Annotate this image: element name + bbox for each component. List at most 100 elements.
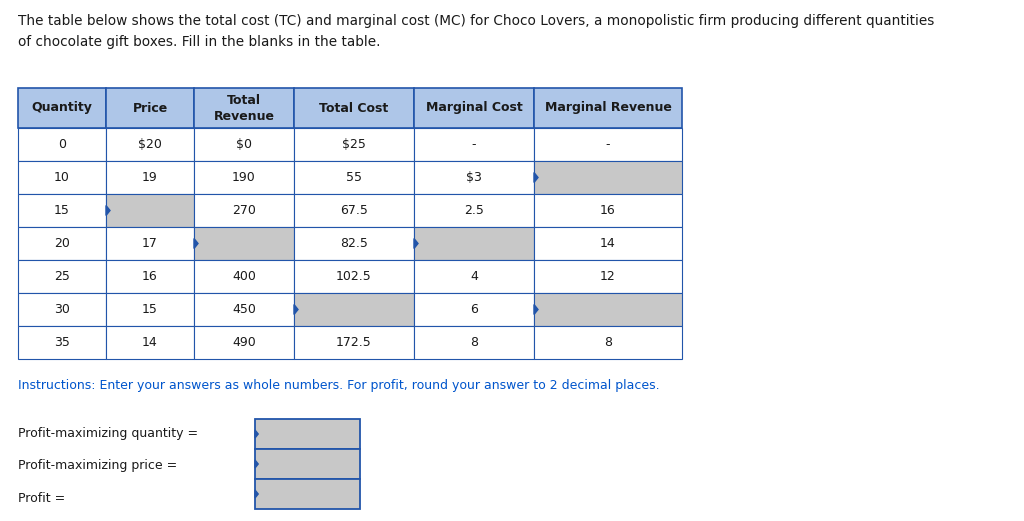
Text: Profit =: Profit = (18, 491, 66, 504)
Bar (414, 293, 534, 326)
Text: 14: 14 (600, 237, 615, 250)
Bar (294, 88, 414, 128)
Text: Total Cost: Total Cost (319, 102, 389, 115)
Text: 82.5: 82.5 (340, 237, 368, 250)
Polygon shape (255, 430, 258, 438)
Bar (534, 194, 682, 227)
Text: -: - (472, 138, 476, 151)
Bar (106, 227, 194, 260)
Bar (194, 227, 294, 260)
Text: $20: $20 (138, 138, 162, 151)
Text: 8: 8 (604, 336, 612, 349)
Bar (294, 293, 414, 326)
Bar (255, 449, 360, 479)
Bar (194, 326, 294, 359)
Polygon shape (255, 490, 258, 498)
Text: 15: 15 (54, 204, 70, 217)
Text: 190: 190 (232, 171, 256, 184)
Text: 15: 15 (142, 303, 158, 316)
Bar (294, 227, 414, 260)
Bar (18, 326, 106, 359)
Bar (106, 260, 194, 293)
Text: Instructions: Enter your answers as whole numbers. For profit, round your answer: Instructions: Enter your answers as whol… (18, 379, 659, 392)
Text: 12: 12 (600, 270, 615, 283)
Text: Price: Price (132, 102, 168, 115)
Bar (414, 128, 534, 161)
Bar (255, 419, 360, 449)
Text: 270: 270 (232, 204, 256, 217)
Bar (18, 88, 106, 128)
Polygon shape (255, 460, 258, 468)
Text: 30: 30 (54, 303, 70, 316)
Text: 450: 450 (232, 303, 256, 316)
Bar (18, 194, 106, 227)
Bar (106, 194, 194, 227)
Bar (534, 88, 682, 128)
Bar (294, 161, 414, 194)
Bar (18, 293, 106, 326)
Text: 16: 16 (600, 204, 615, 217)
Text: Quantity: Quantity (32, 102, 92, 115)
Text: 17: 17 (142, 237, 158, 250)
Bar (534, 128, 682, 161)
Bar (194, 194, 294, 227)
Text: 16: 16 (142, 270, 158, 283)
Text: 400: 400 (232, 270, 256, 283)
Polygon shape (534, 172, 538, 182)
Text: 6: 6 (470, 303, 478, 316)
Text: 2.5: 2.5 (464, 204, 484, 217)
Polygon shape (534, 304, 538, 315)
Bar (18, 128, 106, 161)
Bar (534, 227, 682, 260)
Bar (294, 128, 414, 161)
Bar (106, 161, 194, 194)
Bar (18, 227, 106, 260)
Bar (534, 326, 682, 359)
Bar (414, 260, 534, 293)
Text: 19: 19 (142, 171, 158, 184)
Bar (294, 326, 414, 359)
Text: 102.5: 102.5 (336, 270, 372, 283)
Bar (255, 479, 360, 509)
Bar (414, 88, 534, 128)
Bar (414, 326, 534, 359)
Text: 0: 0 (58, 138, 66, 151)
Text: Marginal Cost: Marginal Cost (426, 102, 522, 115)
Text: 10: 10 (54, 171, 70, 184)
Text: 67.5: 67.5 (340, 204, 368, 217)
Bar (106, 88, 194, 128)
Text: The table below shows the total cost (TC) and marginal cost (MC) for Choco Lover: The table below shows the total cost (TC… (18, 14, 934, 48)
Bar (18, 260, 106, 293)
Bar (106, 128, 194, 161)
Text: 14: 14 (142, 336, 158, 349)
Text: Marginal Revenue: Marginal Revenue (545, 102, 672, 115)
Bar (414, 227, 534, 260)
Text: $25: $25 (342, 138, 366, 151)
Text: 20: 20 (54, 237, 70, 250)
Bar (194, 88, 294, 128)
Text: 490: 490 (232, 336, 256, 349)
Text: 8: 8 (470, 336, 478, 349)
Text: $0: $0 (236, 138, 252, 151)
Text: 172.5: 172.5 (336, 336, 372, 349)
Text: 35: 35 (54, 336, 70, 349)
Text: 25: 25 (54, 270, 70, 283)
Bar (194, 260, 294, 293)
Bar (534, 260, 682, 293)
Polygon shape (294, 304, 298, 315)
Bar (106, 293, 194, 326)
Polygon shape (194, 239, 198, 249)
Bar (194, 293, 294, 326)
Polygon shape (414, 239, 418, 249)
Text: -: - (606, 138, 610, 151)
Text: Profit-maximizing quantity =: Profit-maximizing quantity = (18, 428, 198, 440)
Text: Total
Revenue: Total Revenue (213, 93, 274, 122)
Text: 4: 4 (470, 270, 478, 283)
Bar (534, 161, 682, 194)
Bar (294, 194, 414, 227)
Bar (18, 161, 106, 194)
Text: $3: $3 (466, 171, 482, 184)
Bar (106, 326, 194, 359)
Bar (294, 260, 414, 293)
Text: 55: 55 (346, 171, 362, 184)
